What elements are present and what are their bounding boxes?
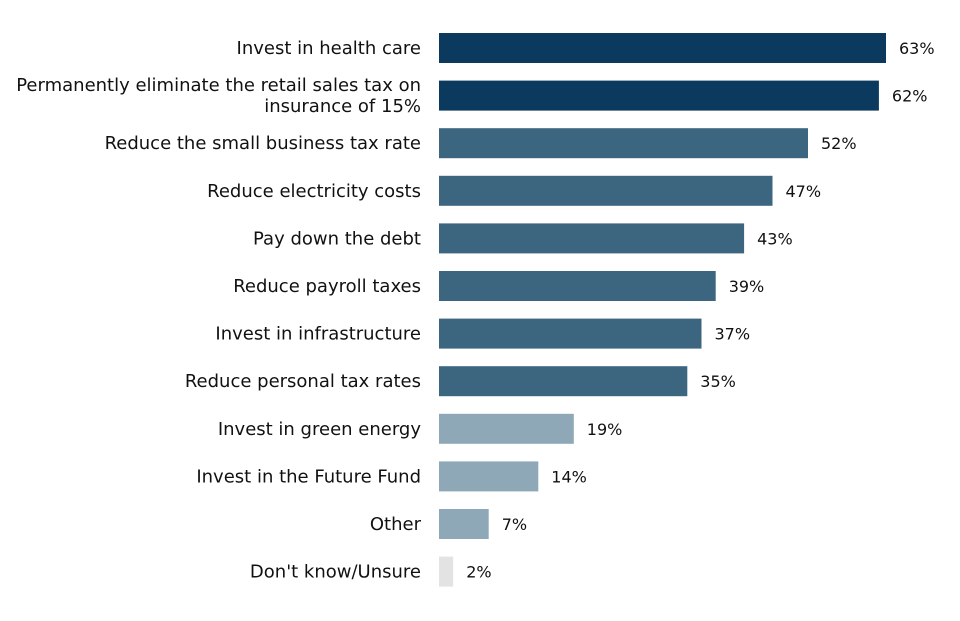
bar bbox=[439, 223, 745, 254]
category-label: Permanently eliminate the retail sales t… bbox=[16, 75, 421, 96]
data-label: 52% bbox=[821, 134, 857, 153]
category-label: Reduce payroll taxes bbox=[233, 276, 421, 297]
bar bbox=[439, 33, 886, 63]
data-label: 37% bbox=[715, 325, 751, 344]
bar bbox=[439, 509, 489, 539]
category-label: Invest in health care bbox=[237, 38, 421, 59]
data-label: 47% bbox=[786, 182, 822, 201]
data-label: 43% bbox=[757, 229, 793, 248]
category-label: insurance of 15% bbox=[264, 96, 421, 117]
data-label: 35% bbox=[700, 372, 736, 391]
category-label: Don't know/Unsure bbox=[250, 562, 421, 583]
data-label: 2% bbox=[466, 563, 491, 582]
bar bbox=[439, 556, 454, 587]
data-label: 19% bbox=[587, 420, 623, 439]
category-label: Pay down the debt bbox=[253, 228, 421, 249]
bar bbox=[439, 80, 879, 111]
category-label: Reduce the small business tax rate bbox=[105, 133, 421, 154]
data-label: 14% bbox=[551, 467, 587, 486]
data-label: 7% bbox=[502, 515, 527, 534]
bar bbox=[439, 413, 574, 444]
data-label: 63% bbox=[899, 39, 935, 58]
bar bbox=[439, 461, 539, 492]
bar bbox=[439, 366, 688, 397]
category-label: Invest in green energy bbox=[218, 419, 422, 440]
category-label: Invest in the Future Fund bbox=[196, 466, 421, 487]
data-label: 62% bbox=[892, 87, 928, 106]
bar bbox=[439, 128, 808, 159]
category-label: Other bbox=[370, 514, 422, 535]
category-label: Invest in infrastructure bbox=[215, 324, 421, 345]
bar bbox=[439, 318, 702, 349]
category-label: Reduce personal tax rates bbox=[185, 371, 421, 392]
bar bbox=[439, 175, 773, 206]
data-label: 39% bbox=[729, 277, 765, 296]
bar bbox=[439, 271, 716, 301]
category-label: Reduce electricity costs bbox=[207, 181, 421, 202]
